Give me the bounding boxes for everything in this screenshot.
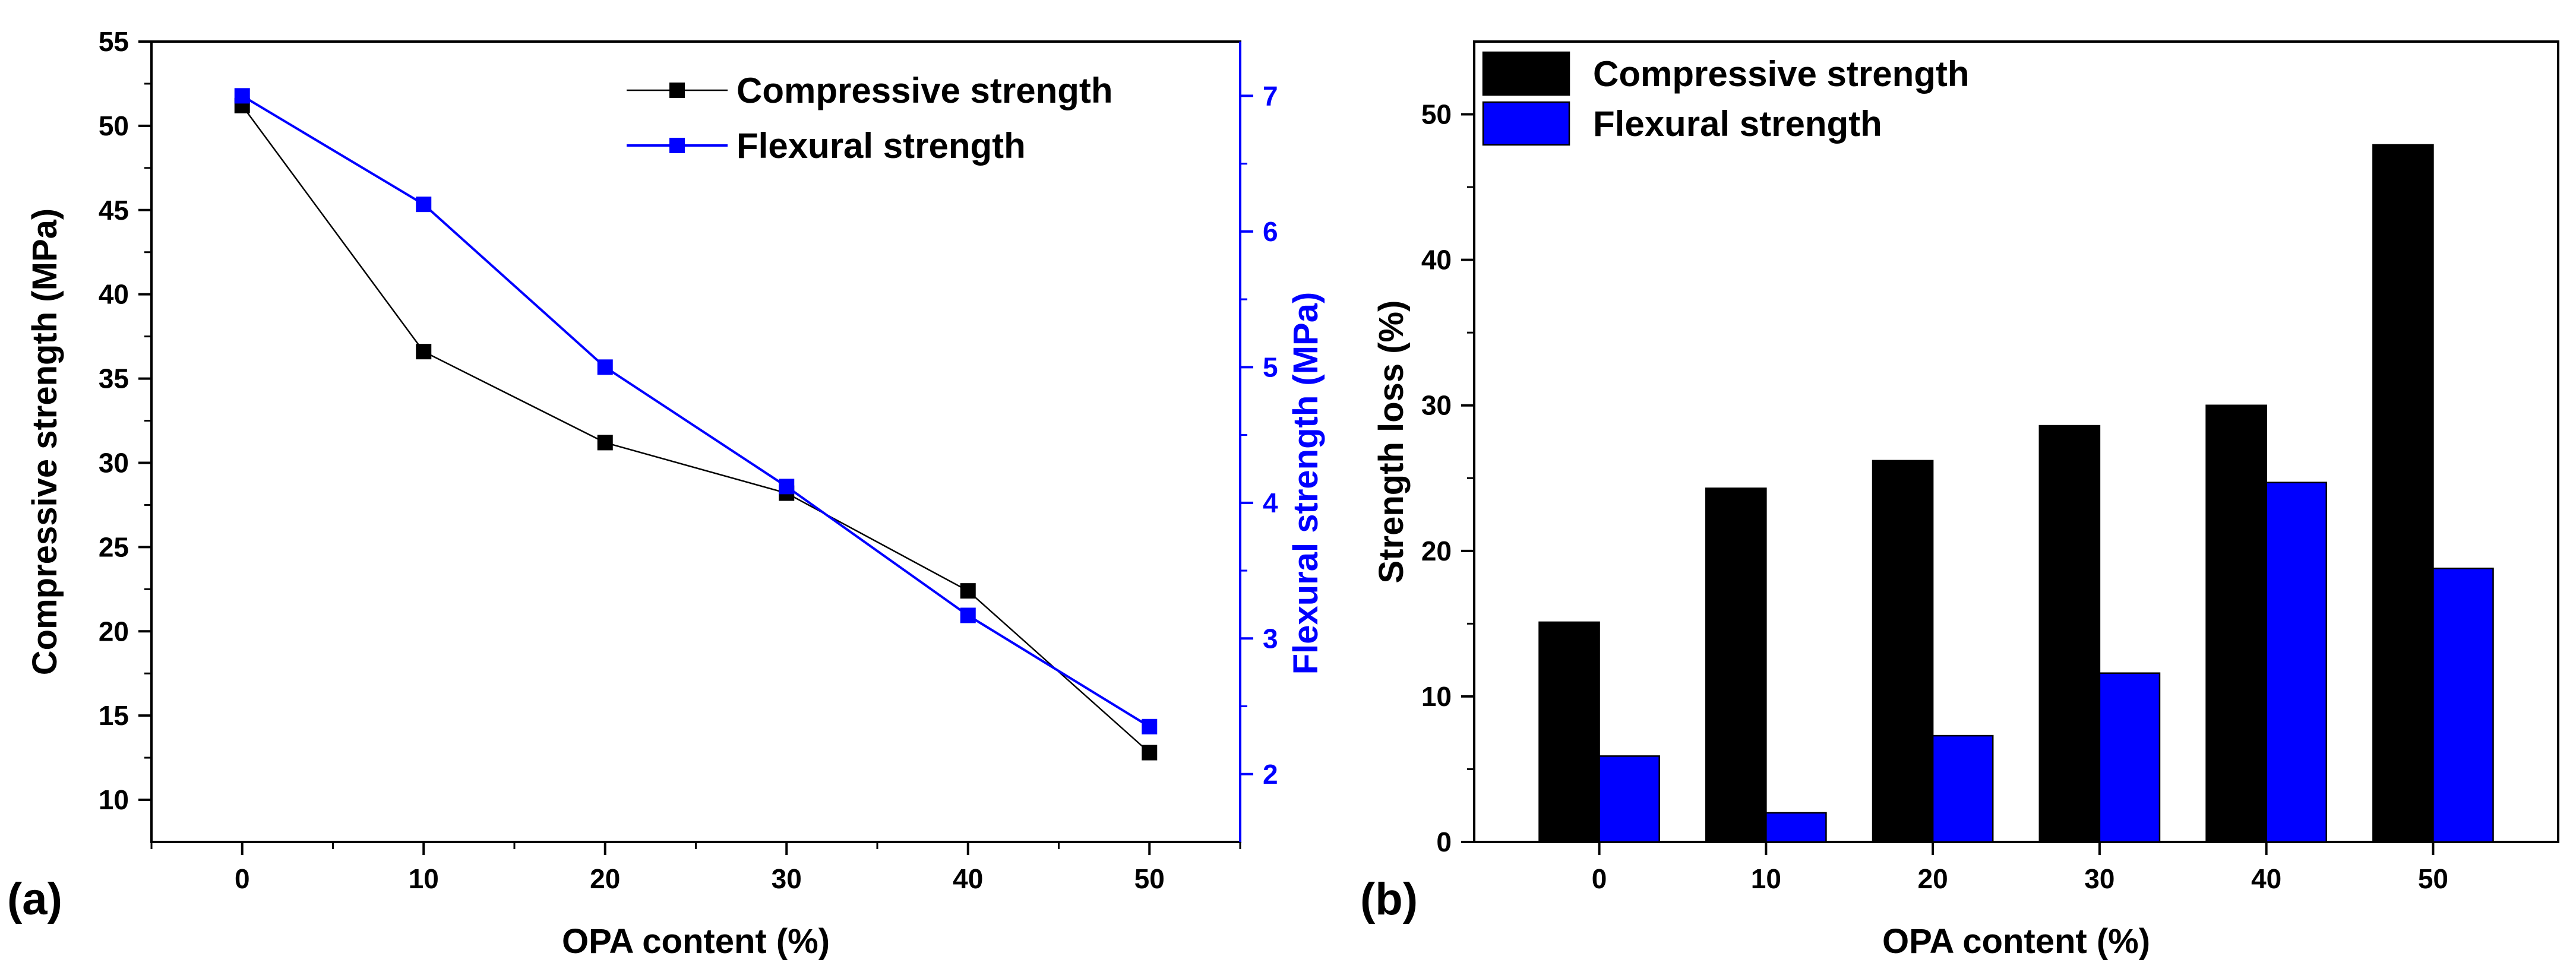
chart-a-y2-ticks: 2 3 4 5 6 7	[1240, 80, 1278, 790]
chart-b-y-axis-label: Strength loss (%)	[1372, 300, 1411, 584]
chart-a-y-tick-label: 40	[99, 279, 129, 310]
chart-a-x-axis-label: OPA content (%)	[562, 922, 830, 961]
chart-a-y-ticks: 10 15 20 25 30 35 40 45 50 55	[99, 26, 151, 815]
chart-b-x-tick-label: 50	[2418, 863, 2448, 894]
chart-b-legend-swatch	[1482, 51, 1570, 96]
chart-b-frame	[1473, 40, 2559, 843]
chart-a-legend-marker	[669, 83, 685, 98]
chart-a-x-tick-label: 30	[772, 863, 802, 894]
chart-b-x-tick-label: 10	[1751, 863, 1781, 894]
chart-a-series	[234, 88, 1158, 761]
chart-b-legend: Compressive strength Flexural strength	[1482, 51, 1970, 146]
chart-a-y2-tick-label: 7	[1263, 80, 1278, 111]
chart-a-y2-tick-label: 5	[1263, 352, 1278, 382]
chart-a-y-tick-label: 35	[99, 363, 129, 394]
chart-b-legend-label: Compressive strength	[1593, 54, 1970, 94]
chart-a-series-line-flexural	[241, 94, 1150, 728]
chart-a-y-tick-label: 50	[99, 110, 129, 141]
chart-b-legend-label: Flexural strength	[1593, 104, 1882, 144]
chart-b-panel-label: (b)	[1360, 874, 1418, 924]
chart-b-bar-compressive	[1705, 487, 1767, 843]
chart-a-data-point	[234, 88, 250, 104]
chart-a-data-point	[960, 607, 976, 623]
chart-a-y2-tick-label: 6	[1263, 216, 1278, 247]
chart-b-x-tick-label: 30	[2084, 863, 2114, 894]
chart-a-data-point	[779, 479, 795, 495]
chart-a-x-tick-label: 10	[409, 863, 439, 894]
chart-b-bars	[1538, 144, 2494, 843]
chart-b-bar-flexural	[2098, 672, 2161, 843]
chart-a-y-tick-label: 25	[99, 531, 129, 562]
chart-b-bar-compressive	[2038, 425, 2101, 843]
chart-a-data-point	[416, 344, 432, 360]
chart-a-y2-tick-label: 4	[1263, 487, 1278, 518]
chart-a-data-point	[597, 435, 613, 451]
chart-b-bar-compressive	[2372, 144, 2434, 843]
chart-b-x-tick-label: 20	[1918, 863, 1948, 894]
chart-a-panel-label: (a)	[7, 874, 62, 924]
chart-b-x-tick-label: 40	[2251, 863, 2281, 894]
chart-a-y-tick-label: 20	[99, 616, 129, 647]
chart-b-x-tick-label: 0	[1592, 863, 1607, 894]
chart-b-bar-compressive	[1538, 621, 1600, 843]
chart-b-x-ticks: 0 10 20 30 40 50	[1592, 842, 2448, 894]
chart-b-bar-compressive	[1872, 460, 1934, 843]
chart-a-y2-tick-label: 2	[1263, 759, 1278, 790]
chart-a-data-point	[960, 583, 976, 599]
chart-a-y-tick-label: 30	[99, 447, 129, 478]
chart-a-data-point	[1142, 745, 1158, 761]
chart-b-y-tick-label: 20	[1421, 536, 1452, 566]
chart-a-legend: Compressive strength Flexural strength	[627, 71, 1113, 166]
chart-b-y-tick-label: 10	[1421, 681, 1452, 712]
chart-a-data-point	[416, 197, 432, 213]
chart-a-legend-label: Compressive strength	[737, 71, 1113, 110]
chart-a-x-tick-label: 20	[590, 863, 620, 894]
chart-b-y-ticks: 0 10 20 30 40 50	[1421, 99, 1474, 857]
chart-a-y-tick-label: 10	[99, 784, 129, 815]
chart-a-x-tick-label: 50	[1134, 863, 1165, 894]
chart-b-bar-compressive	[2205, 404, 2267, 843]
chart-b-y-tick-label: 30	[1421, 390, 1452, 421]
chart-b-bar-flexural	[2432, 567, 2494, 843]
chart-b-bar-flexural	[1598, 755, 1660, 843]
chart-b-y-tick-label: 40	[1421, 245, 1452, 276]
chart-b-x-axis-label: OPA content (%)	[1882, 922, 2150, 961]
chart-a-data-point	[597, 359, 613, 375]
chart-a-x-tick-label: 40	[953, 863, 983, 894]
chart-b-legend-swatch	[1482, 101, 1570, 146]
chart-b-bar-flexural	[1765, 812, 1827, 843]
chart-a-frame	[150, 40, 1241, 843]
chart-a-series-line-compressive	[241, 105, 1150, 753]
chart-a-data-point	[1142, 718, 1158, 734]
chart-b-bar-flexural	[2265, 482, 2327, 843]
chart-b-bar-flexural	[1932, 734, 1994, 843]
chart-a-y2-axis-label: Flexural strength (MPa)	[1287, 292, 1325, 675]
chart-a-y-tick-label: 45	[99, 195, 129, 226]
chart-a-y2-tick-label: 3	[1263, 623, 1278, 654]
chart-a-y-axis-label: Compressive strength (MPa)	[26, 208, 64, 675]
chart-b-y-tick-label: 0	[1436, 826, 1452, 857]
chart-b-y-tick-label: 50	[1421, 99, 1452, 130]
chart-b: 0 10 20 30 40 50 0 10 20 30 40 50 Compressive stre…	[1360, 40, 2559, 961]
chart-a-y-tick-label: 55	[99, 26, 129, 57]
chart-a-y-tick-label: 15	[99, 700, 129, 731]
chart-a-legend-marker	[669, 138, 685, 153]
chart-a-x-ticks: 0 10 20 30 40 50	[150, 842, 1241, 894]
chart-a-legend-label: Flexural strength	[737, 126, 1026, 166]
chart-a-x-tick-label: 0	[235, 863, 250, 894]
